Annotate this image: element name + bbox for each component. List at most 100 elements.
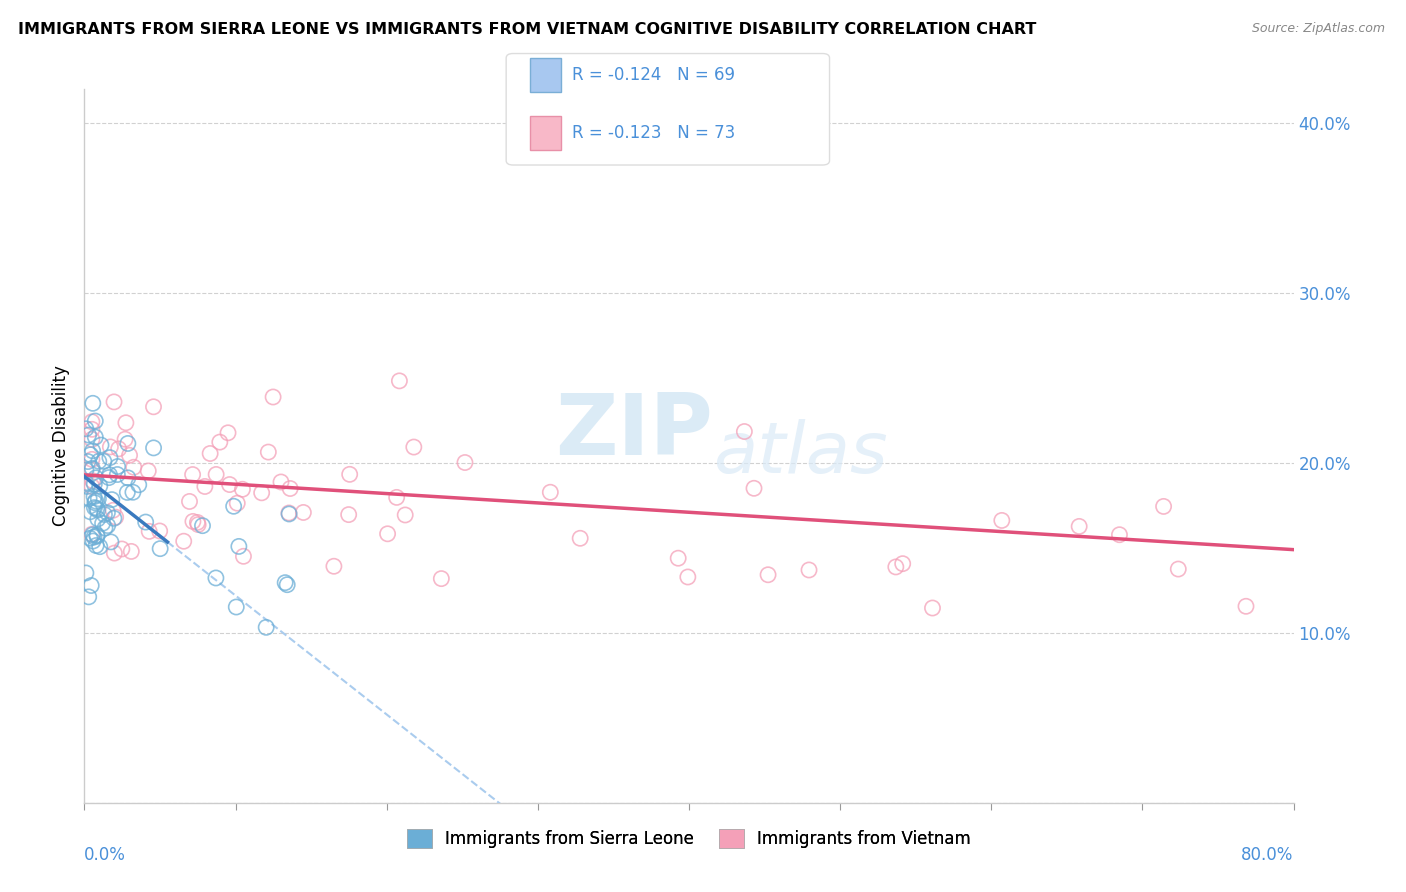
Point bbox=[79, 505, 101, 519]
Point bbox=[225, 600, 247, 615]
Point bbox=[80, 422, 103, 436]
Point bbox=[75, 566, 97, 580]
Point bbox=[80, 479, 103, 493]
Point bbox=[86, 501, 108, 516]
Text: atlas: atlas bbox=[713, 418, 887, 488]
Point bbox=[77, 590, 100, 604]
Text: 80.0%: 80.0% bbox=[1241, 846, 1294, 863]
Point bbox=[117, 436, 139, 450]
Point bbox=[80, 462, 103, 476]
Point bbox=[1234, 599, 1257, 614]
Point bbox=[87, 503, 110, 517]
Point bbox=[77, 428, 100, 442]
Point bbox=[101, 492, 124, 507]
Point bbox=[101, 503, 124, 517]
Point bbox=[83, 500, 105, 515]
Point bbox=[122, 460, 145, 475]
Point bbox=[1153, 500, 1175, 514]
Point bbox=[77, 491, 100, 506]
Point bbox=[733, 425, 755, 439]
Point bbox=[292, 506, 315, 520]
Point bbox=[1108, 527, 1130, 541]
Point bbox=[430, 572, 453, 586]
Point bbox=[262, 390, 284, 404]
Point bbox=[135, 515, 157, 529]
Point bbox=[322, 559, 344, 574]
Point bbox=[83, 477, 105, 491]
Point bbox=[118, 448, 141, 462]
Point bbox=[181, 467, 204, 482]
Point bbox=[891, 557, 914, 571]
Point bbox=[80, 452, 103, 467]
Point bbox=[84, 539, 107, 553]
Point bbox=[104, 510, 127, 524]
Point bbox=[117, 485, 139, 500]
Point bbox=[205, 467, 228, 482]
Point bbox=[90, 438, 112, 452]
Point bbox=[538, 485, 561, 500]
Text: R = -0.123   N = 73: R = -0.123 N = 73 bbox=[572, 124, 735, 142]
Point bbox=[105, 467, 128, 482]
Point bbox=[270, 475, 292, 489]
Point bbox=[797, 563, 820, 577]
Y-axis label: Cognitive Disability: Cognitive Disability bbox=[52, 366, 70, 526]
Point bbox=[122, 485, 145, 500]
Point bbox=[205, 571, 228, 585]
Point bbox=[278, 507, 301, 521]
Point bbox=[194, 479, 217, 493]
Point bbox=[82, 461, 104, 475]
Point bbox=[339, 467, 361, 482]
Point bbox=[83, 496, 105, 510]
Text: R = -0.124   N = 69: R = -0.124 N = 69 bbox=[572, 66, 735, 84]
Point bbox=[337, 508, 360, 522]
Point bbox=[274, 575, 297, 590]
Point bbox=[103, 546, 125, 560]
Point bbox=[86, 529, 108, 543]
Point bbox=[93, 508, 115, 522]
Point bbox=[87, 454, 110, 468]
Point bbox=[136, 464, 159, 478]
Point bbox=[80, 578, 103, 592]
Point bbox=[1069, 519, 1091, 533]
Point bbox=[103, 511, 125, 525]
Point bbox=[115, 416, 138, 430]
Point bbox=[79, 448, 101, 462]
Point bbox=[96, 506, 118, 520]
Point bbox=[82, 443, 104, 458]
Point bbox=[87, 512, 110, 526]
Point bbox=[76, 479, 98, 493]
Point bbox=[250, 485, 273, 500]
Point bbox=[742, 481, 765, 495]
Point bbox=[187, 517, 209, 532]
Point bbox=[83, 530, 105, 544]
Point bbox=[388, 374, 411, 388]
Point bbox=[173, 534, 195, 549]
Point bbox=[991, 513, 1014, 527]
Point bbox=[77, 454, 100, 468]
Point bbox=[89, 540, 111, 554]
Point bbox=[84, 414, 107, 428]
Point bbox=[103, 395, 125, 409]
Text: ZIP: ZIP bbox=[555, 390, 713, 474]
Point bbox=[80, 415, 103, 429]
Point bbox=[86, 528, 108, 542]
Point bbox=[75, 422, 97, 436]
Point bbox=[226, 496, 249, 510]
Point bbox=[756, 567, 779, 582]
Point bbox=[198, 446, 221, 460]
Point bbox=[114, 432, 136, 446]
Point bbox=[75, 463, 97, 477]
Point bbox=[120, 544, 142, 558]
Point bbox=[94, 521, 117, 535]
Point bbox=[394, 508, 416, 522]
Point bbox=[97, 518, 120, 533]
Point bbox=[254, 620, 277, 634]
Point bbox=[257, 445, 280, 459]
Point bbox=[79, 531, 101, 545]
Point bbox=[83, 490, 105, 504]
Point bbox=[142, 441, 165, 455]
Point bbox=[217, 425, 239, 440]
Point bbox=[666, 551, 689, 566]
Point bbox=[87, 491, 110, 506]
Point bbox=[278, 506, 301, 520]
